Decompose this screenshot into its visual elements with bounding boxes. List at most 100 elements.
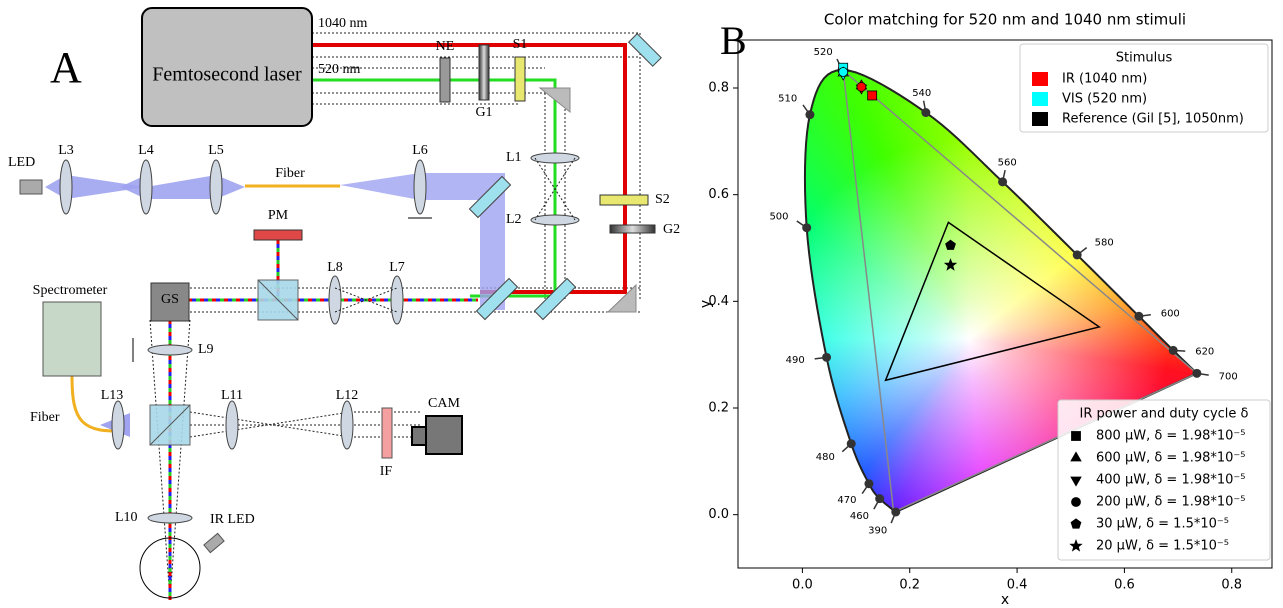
label: L10 xyxy=(115,510,138,525)
camera xyxy=(411,426,427,446)
legend-label: IR (1040 nm) xyxy=(1062,72,1147,87)
mirror xyxy=(475,277,519,321)
x-tick-label: 0.0 xyxy=(792,578,813,593)
prism xyxy=(606,283,637,313)
data-point xyxy=(943,258,958,271)
label: L5 xyxy=(208,143,224,158)
label: L13 xyxy=(101,388,124,403)
lens xyxy=(139,159,153,215)
lens xyxy=(530,214,580,226)
data-point xyxy=(945,239,956,250)
y-tick-label: 0.8 xyxy=(708,81,729,96)
legend-box xyxy=(1057,399,1271,561)
data-point xyxy=(867,90,878,101)
lens xyxy=(147,344,193,356)
spectrometer xyxy=(42,301,102,377)
legend-title: Stimulus xyxy=(1116,51,1173,66)
legend-title: IR power and duty cycle δ xyxy=(1080,407,1249,422)
locus-point xyxy=(846,439,856,449)
label: Fiber xyxy=(30,410,60,425)
x-tick-label: 0.2 xyxy=(899,578,920,593)
label: 520 nm xyxy=(318,62,361,77)
label: S2 xyxy=(655,192,670,207)
legend-marker xyxy=(1070,476,1082,487)
legend-label: 200 μW, δ = 1.98*10⁻⁵ xyxy=(1096,495,1246,510)
legend-swatch xyxy=(1032,72,1048,86)
label: L2 xyxy=(506,212,522,227)
locus-point xyxy=(802,223,812,233)
label: L7 xyxy=(389,260,405,275)
locus-point xyxy=(805,110,815,120)
label: LED xyxy=(8,155,35,170)
lens xyxy=(390,275,404,325)
label: L12 xyxy=(336,388,359,403)
nd-filter xyxy=(439,57,451,103)
led-beam xyxy=(120,175,245,199)
grating xyxy=(609,224,656,234)
label: 1040 nm xyxy=(318,16,368,31)
locus-label: 580 xyxy=(1095,238,1114,249)
locus-point xyxy=(1168,345,1178,355)
locus-point xyxy=(875,494,885,504)
label: IF xyxy=(380,464,393,479)
lens xyxy=(328,275,342,325)
label: L4 xyxy=(138,143,154,158)
lens xyxy=(209,159,223,215)
label: NE xyxy=(436,39,455,54)
locus-point xyxy=(1072,250,1082,260)
x-tick-label: 0.6 xyxy=(1114,578,1135,593)
label: L6 xyxy=(412,143,428,158)
locus-label: 600 xyxy=(1161,309,1180,320)
y-tick-label: 0.4 xyxy=(708,294,729,309)
x-tick-label: 0.4 xyxy=(1007,578,1028,593)
mirror xyxy=(533,277,577,321)
locus-label: 470 xyxy=(837,495,856,506)
legend-label: 600 μW, δ = 1.98*10⁻⁵ xyxy=(1096,451,1246,466)
locus-label: 620 xyxy=(1195,347,1214,358)
legend-label: VIS (520 nm) xyxy=(1062,92,1147,107)
locus-label: 540 xyxy=(912,88,931,99)
led-beam xyxy=(340,173,505,310)
grating xyxy=(478,44,490,101)
panel-label: A xyxy=(50,43,82,92)
chart-title: Color matching for 520 nm and 1040 nm st… xyxy=(824,11,1186,29)
vis-beam xyxy=(312,78,557,298)
data-point xyxy=(856,82,867,92)
ir-led xyxy=(203,532,225,554)
beamsplitter xyxy=(257,279,299,321)
y-tick-label: 0.6 xyxy=(708,187,729,202)
label: Fiber xyxy=(275,166,305,181)
label: G1 xyxy=(475,105,492,120)
led xyxy=(19,179,43,195)
legend-marker xyxy=(1069,539,1083,552)
label: Spectrometer xyxy=(33,283,108,298)
focus-lines xyxy=(334,287,398,313)
guide-lines xyxy=(149,32,641,601)
locus-label: 510 xyxy=(778,93,797,104)
legend-label: 20 μW, δ = 1.5*10⁻⁵ xyxy=(1096,539,1229,554)
locus-point xyxy=(891,507,901,517)
locus-label: 520 xyxy=(814,47,833,58)
label: L8 xyxy=(327,260,343,275)
label: L11 xyxy=(221,388,243,403)
locus-label: 560 xyxy=(998,157,1017,168)
focus-lines xyxy=(534,157,576,221)
legend-marker xyxy=(1070,451,1082,462)
laser xyxy=(141,7,313,127)
locus-point xyxy=(822,352,832,362)
label: Femtosecond laser xyxy=(152,64,302,86)
plot-frame xyxy=(737,39,1273,569)
y-tick-label: 0.2 xyxy=(708,401,729,416)
label: PM xyxy=(268,208,289,223)
legend-swatch xyxy=(1032,92,1048,106)
triangle xyxy=(842,68,1199,514)
filter xyxy=(381,407,393,459)
legend-marker xyxy=(1071,431,1081,441)
label: S1 xyxy=(513,37,528,52)
camera xyxy=(425,415,463,455)
spectral-locus xyxy=(803,68,1199,514)
legend-marker xyxy=(1070,518,1082,529)
label: G2 xyxy=(663,222,680,237)
